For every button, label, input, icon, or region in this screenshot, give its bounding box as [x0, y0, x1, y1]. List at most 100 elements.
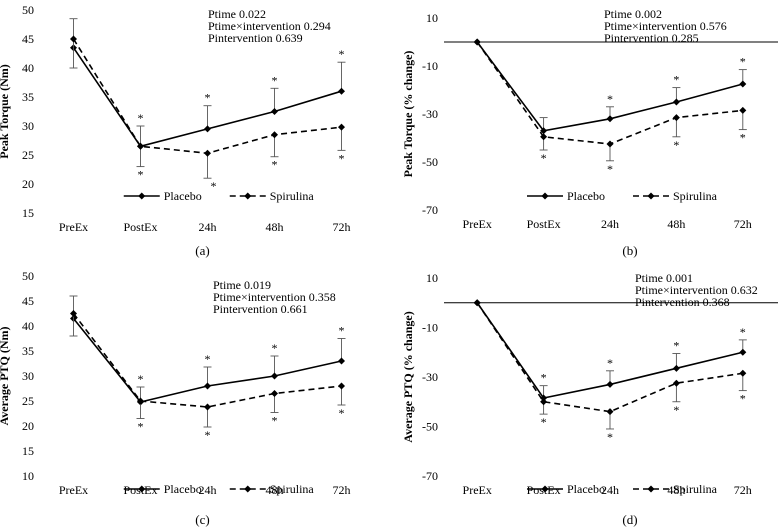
- legend-marker-placebo: [541, 485, 549, 493]
- significance-star: *: [339, 151, 345, 165]
- legend-label-placebo: Placebo: [567, 482, 605, 496]
- y-axis-label: Peak Torque (% change): [401, 51, 415, 178]
- spirulina-point: [204, 149, 211, 157]
- y-tick-label: 50: [22, 269, 34, 283]
- y-tick-label: 15: [22, 206, 34, 220]
- spirulina-point: [137, 142, 144, 150]
- significance-star: *: [607, 430, 613, 444]
- significance-star: *: [339, 47, 345, 61]
- legend-label-spirulina: Spirulina: [673, 189, 718, 203]
- y-tick-label: 40: [22, 61, 34, 75]
- x-tick-label: 48h: [667, 217, 685, 231]
- x-tick-label: 48h: [266, 220, 284, 234]
- legend-label-spirulina: Spirulina: [270, 482, 315, 496]
- panel-label: (d): [622, 512, 637, 527]
- y-tick-label: 30: [22, 369, 34, 383]
- y-tick-label: -10: [422, 321, 438, 335]
- legend-marker-spirulina: [244, 192, 252, 200]
- spirulina-point: [70, 35, 77, 43]
- y-tick-label: 25: [22, 394, 34, 408]
- spirulina-point: [271, 131, 278, 139]
- y-tick-label: 25: [22, 148, 34, 162]
- placebo-point: [338, 87, 345, 95]
- x-tick-label: PreEx: [463, 217, 492, 231]
- placebo-point: [672, 364, 680, 372]
- y-tick-label: 35: [22, 344, 34, 358]
- legend-label-spirulina: Spirulina: [673, 482, 718, 496]
- significance-star: *: [541, 151, 547, 165]
- significance-star: *: [205, 428, 211, 442]
- y-tick-label: 20: [22, 177, 34, 191]
- legend-marker-spirulina: [647, 192, 655, 200]
- stat-label: Ptime×intervention 0.358: [213, 290, 336, 304]
- y-tick-label: -30: [422, 370, 438, 384]
- y-tick-label: 30: [22, 119, 34, 133]
- legend-spirulina: Spirulina: [633, 189, 718, 203]
- significance-star: *: [673, 338, 679, 352]
- legend-marker-placebo: [138, 485, 146, 493]
- stat-label: Pintervention 0.661: [213, 302, 308, 316]
- significance-star: *: [138, 372, 144, 386]
- x-tick-label: 72h: [333, 483, 351, 497]
- spirulina-point: [672, 379, 680, 387]
- y-tick-label: 40: [22, 319, 34, 333]
- x-tick-label: 24h: [199, 220, 217, 234]
- x-tick-label: 72h: [333, 220, 351, 234]
- significance-star: *: [339, 324, 345, 338]
- x-tick-label: 24h: [601, 217, 619, 231]
- y-tick-label: 10: [22, 469, 34, 483]
- significance-star: *: [272, 73, 278, 87]
- spirulina-point: [606, 140, 614, 148]
- spirulina-point: [338, 123, 345, 131]
- chart-panel-d: -70 -50 -30 -10 10 Average PTQ (% change) PreE…: [401, 271, 778, 527]
- spirulina-point: [473, 38, 481, 46]
- significance-star: *: [339, 406, 345, 420]
- y-tick-label: -70: [422, 203, 438, 217]
- placebo-point: [338, 357, 345, 365]
- chart-panel-b: -70 -50 -30 -10 10 Peak Torque (% change) PreE…: [401, 7, 778, 258]
- x-tick-label: 24h: [601, 483, 619, 497]
- legend-spirulina: Spirulina: [229, 482, 315, 496]
- legend-label-placebo: Placebo: [567, 189, 605, 203]
- placebo-point: [672, 98, 680, 106]
- stat-label: Ptime×intervention 0.576: [604, 19, 727, 33]
- stat-label: Ptime 0.019: [213, 278, 271, 292]
- y-tick-label: 35: [22, 90, 34, 104]
- y-tick-label: 45: [22, 32, 34, 46]
- spirulina-point: [338, 382, 345, 390]
- significance-star: *: [673, 403, 679, 417]
- x-tick-label: PreEx: [463, 483, 492, 497]
- significance-star: *: [740, 392, 746, 406]
- spirulina-point: [672, 114, 680, 122]
- spirulina-series-line: [72, 313, 342, 408]
- significance-star: *: [607, 92, 613, 106]
- x-tick-label: 24h: [199, 483, 217, 497]
- stat-label: Pintervention 0.639: [208, 31, 303, 45]
- spirulina-point: [739, 106, 747, 114]
- placebo-point: [204, 125, 211, 133]
- significance-star: *: [740, 325, 746, 339]
- spirulina-series-line: [476, 302, 743, 413]
- x-tick-label: 48h: [266, 483, 284, 497]
- legend-placebo: Placebo: [123, 189, 202, 203]
- stat-label: Ptime×intervention 0.294: [208, 19, 331, 33]
- legend-marker-spirulina: [244, 485, 252, 493]
- placebo-point: [606, 380, 614, 388]
- spirulina-point: [271, 390, 278, 397]
- legend-spirulina: Spirulina: [229, 189, 314, 203]
- y-axis-label: Average PTQ (Nm): [0, 326, 11, 425]
- x-tick-label: 72h: [734, 483, 752, 497]
- chart-panel-c: 10 15 20 25 30 35 40 45 50 Average PTQ (Nm) PreEx P…: [0, 269, 351, 527]
- significance-star: *: [272, 158, 278, 172]
- significance-star: *: [673, 138, 679, 152]
- spirulina-point: [739, 369, 747, 377]
- x-tick-label: PostEx: [527, 217, 561, 231]
- placebo-point: [271, 372, 278, 380]
- stat-label: Ptime 0.022: [208, 7, 266, 21]
- significance-star: *: [673, 73, 679, 87]
- spirulina-point: [70, 310, 77, 317]
- y-tick-label: 20: [22, 419, 34, 433]
- y-tick-label: -30: [422, 107, 438, 121]
- significance-star: *: [272, 414, 278, 428]
